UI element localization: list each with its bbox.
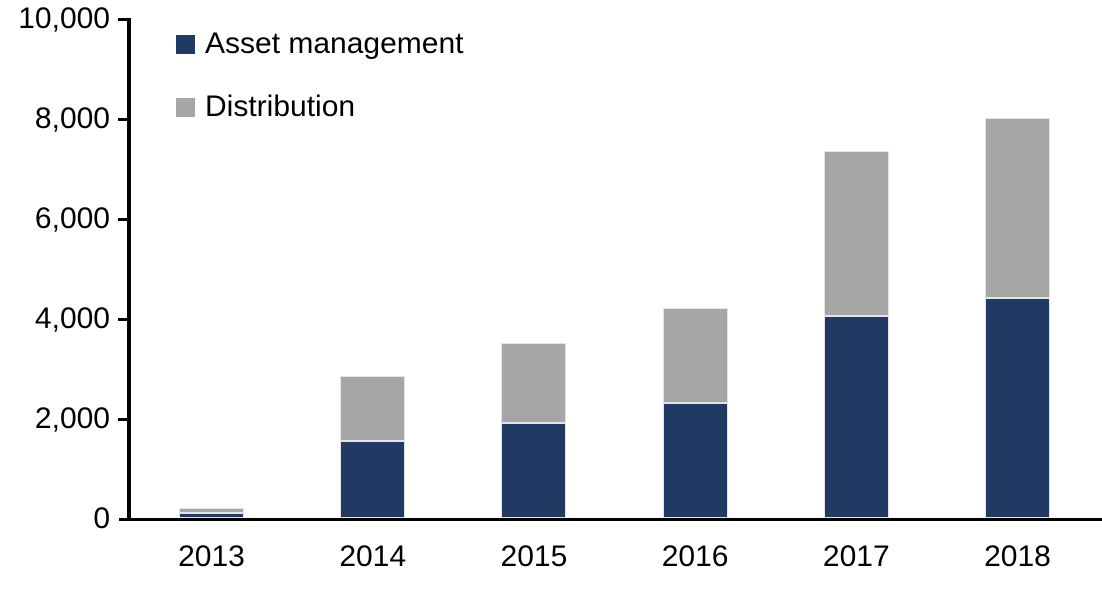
bar-segment-2015-distribution	[501, 343, 567, 423]
bar-segment-2014-distribution	[340, 375, 406, 441]
bar-segment-2018-distribution	[985, 118, 1050, 298]
bar-2017	[823, 150, 889, 518]
bar-segment-2015-asset-management	[501, 423, 567, 518]
bar-2013	[179, 508, 244, 518]
y-tick-label: 8,000	[34, 102, 110, 135]
x-tick-label-2016: 2016	[661, 540, 729, 573]
bar-segment-2016-asset-management	[662, 403, 728, 518]
y-tick-label: 6,000	[34, 202, 110, 235]
bar-2015	[501, 343, 567, 518]
bar-segment-2017-distribution	[823, 150, 889, 316]
bar-2018	[985, 118, 1050, 518]
bar-segment-2017-asset-management	[823, 315, 889, 518]
legend-label-distribution: Distribution	[205, 90, 356, 123]
bar-segment-2014-asset-management	[340, 440, 406, 518]
y-tick-mark	[118, 417, 128, 421]
y-tick-mark	[118, 117, 128, 121]
y-tick-label: 4,000	[34, 302, 110, 335]
x-axis-line	[119, 517, 1102, 521]
y-tick-mark	[118, 17, 128, 21]
y-tick-label: 0	[93, 502, 110, 535]
y-axis-line	[127, 18, 131, 521]
x-tick-label-2015: 2015	[500, 540, 568, 573]
bar-2016	[662, 308, 728, 518]
bar-segment-2013-asset-management	[179, 513, 244, 518]
y-tick-label: 10,000	[18, 2, 110, 35]
bar-segment-2016-distribution	[662, 308, 728, 403]
x-tick-label-2018: 2018	[984, 540, 1051, 573]
y-tick-label: 2,000	[34, 402, 110, 435]
x-tick-label-2013: 2013	[178, 540, 245, 573]
y-tick-mark	[118, 317, 128, 321]
legend-item-distribution: Distribution	[176, 89, 463, 125]
y-tick-mark	[118, 217, 128, 221]
legend: Asset management Distribution	[176, 26, 463, 125]
legend-swatch-distribution-icon	[176, 97, 195, 117]
x-tick-label-2017: 2017	[822, 540, 890, 573]
legend-label-asset-management: Asset management	[205, 27, 464, 60]
x-tick-label-2014: 2014	[339, 540, 407, 573]
bar-segment-2013-distribution	[179, 508, 244, 513]
bar-segment-2018-asset-management	[985, 298, 1050, 518]
bar-2014	[340, 375, 406, 518]
legend-swatch-asset-management-icon	[176, 34, 195, 54]
legend-item-asset-management: Asset management	[176, 26, 463, 62]
